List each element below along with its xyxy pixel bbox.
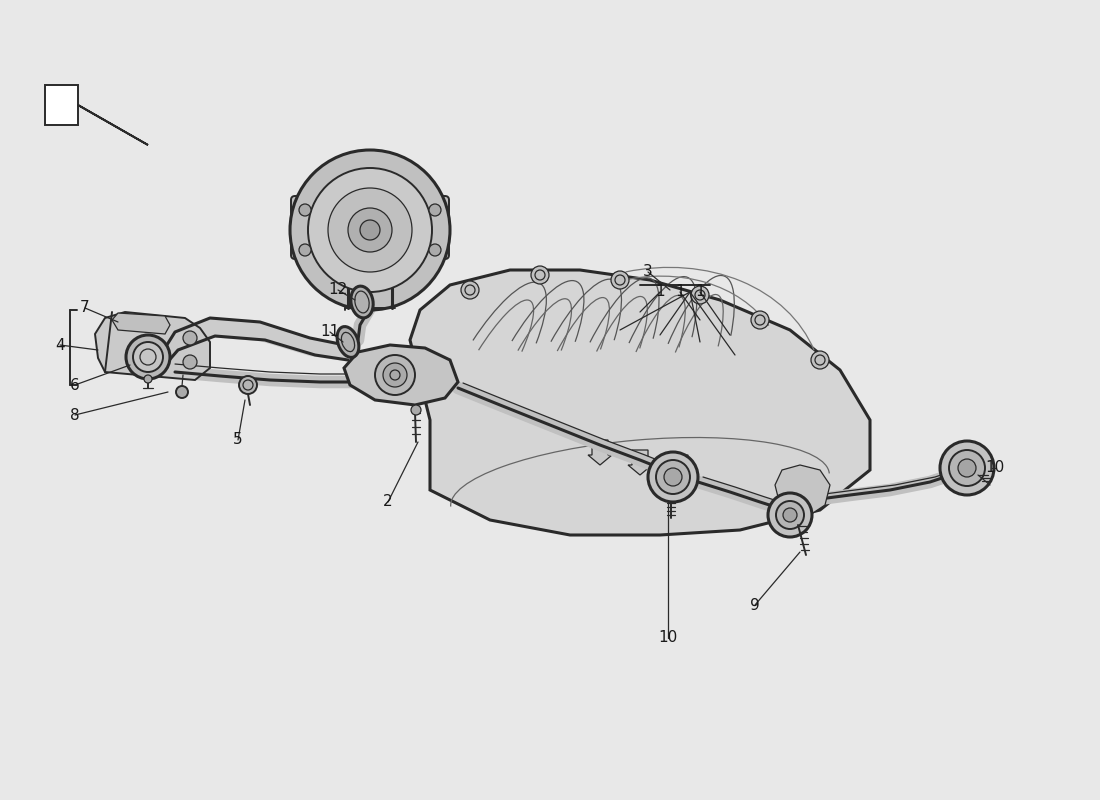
Circle shape [126,335,170,379]
Polygon shape [668,455,692,480]
Polygon shape [588,440,612,465]
Polygon shape [45,85,148,145]
Circle shape [429,244,441,256]
FancyBboxPatch shape [292,196,449,259]
Circle shape [664,468,682,486]
Ellipse shape [351,286,373,318]
Circle shape [656,460,690,494]
Circle shape [768,493,812,537]
Circle shape [360,220,379,240]
Circle shape [133,342,163,372]
Text: 11: 11 [320,325,340,339]
Polygon shape [95,312,210,380]
Circle shape [783,508,798,522]
Circle shape [375,355,415,395]
Circle shape [308,168,432,292]
Circle shape [348,208,392,252]
Circle shape [949,450,984,486]
Circle shape [144,375,152,383]
Text: 10: 10 [986,461,1004,475]
Circle shape [811,351,829,369]
Circle shape [411,405,421,415]
Circle shape [940,441,994,495]
Text: 5: 5 [233,433,243,447]
Text: 2: 2 [383,494,393,510]
Circle shape [429,204,441,216]
Circle shape [958,459,976,477]
Text: 10: 10 [659,630,678,646]
Circle shape [776,501,804,529]
Circle shape [176,386,188,398]
Circle shape [383,363,407,387]
Polygon shape [628,450,652,475]
Circle shape [610,271,629,289]
Circle shape [299,204,311,216]
Circle shape [239,376,257,394]
Circle shape [183,355,197,369]
Text: 1: 1 [675,285,685,299]
Text: 4: 4 [55,338,65,353]
Text: 8: 8 [70,407,80,422]
Text: 3: 3 [644,265,653,279]
Polygon shape [776,465,830,515]
Circle shape [531,266,549,284]
Circle shape [691,286,710,304]
Text: 6: 6 [70,378,80,393]
Polygon shape [344,345,458,405]
Circle shape [290,150,450,310]
Polygon shape [410,270,870,535]
Text: 1: 1 [695,285,705,299]
Circle shape [648,452,698,502]
Circle shape [328,188,412,272]
Circle shape [299,244,311,256]
Text: 1: 1 [656,285,664,299]
Circle shape [461,281,478,299]
Polygon shape [112,313,170,334]
Text: 12: 12 [329,282,348,298]
Ellipse shape [337,326,359,358]
Text: 7: 7 [80,301,90,315]
Circle shape [751,311,769,329]
Text: 9: 9 [750,598,760,613]
Circle shape [183,331,197,345]
